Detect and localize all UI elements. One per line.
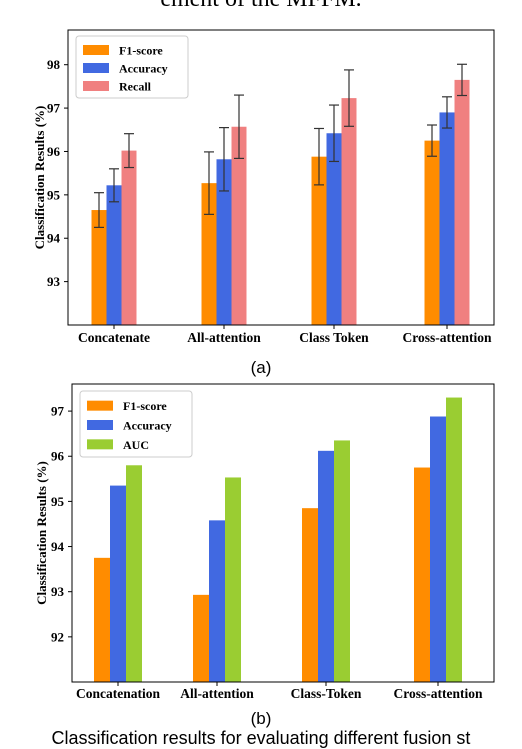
chart-a: Concatenate All-attention Class Token Cross…: [32, 29, 495, 377]
bar-recall-cross-attention: [454, 79, 470, 325]
bar-recall-class-token: [341, 98, 357, 325]
x-tick-label-all-attention: All-attention: [180, 686, 254, 701]
bar-accuracy-all-attention: [216, 159, 232, 325]
bar-f1-score-class-token: [302, 508, 318, 682]
bar-f1-score-class-token: [311, 156, 327, 325]
legend-label-accuracy: Accuracy: [123, 419, 172, 433]
bar-recall-concatenate: [121, 150, 137, 325]
y-tick-label-95: 95: [47, 187, 61, 202]
bottom-caption-fragment: Classification results for evaluating di…: [51, 728, 471, 748]
legend-label-auc: AUC: [123, 438, 149, 452]
top-caption-fragment: ement of the MFFM.: [0, 0, 522, 13]
bar-accuracy-all-attention: [209, 520, 225, 682]
y-tick-label-96: 96: [51, 449, 65, 464]
legend-label-f1-score: F1-score: [119, 44, 163, 58]
plot-frame: [67, 29, 495, 326]
bar-accuracy-cross-attention: [439, 112, 455, 325]
bar-recall-all-attention: [231, 126, 247, 325]
legend-swatch-auc: [87, 439, 113, 450]
x-tick-label-class-token: Class-Token: [291, 686, 362, 701]
plot-frame: [71, 383, 495, 683]
subcaption-0: (a): [251, 358, 272, 377]
y-tick-label-98: 98: [47, 57, 61, 72]
y-axis-title: Classification Results (%): [32, 106, 47, 250]
x-tick-label-cross-attention: Cross-attention: [403, 330, 492, 345]
bar-accuracy-class-token: [318, 450, 334, 682]
bar-auc-class-token: [334, 440, 350, 682]
legend-swatch-recall: [83, 81, 109, 91]
legend-label-f1-score: F1-score: [123, 399, 167, 413]
y-tick-label-93: 93: [47, 274, 61, 289]
y-tick-label-95: 95: [51, 494, 65, 509]
legend-swatch-f1-score: [87, 400, 113, 411]
y-tick-label-93: 93: [51, 584, 65, 599]
bar-f1-score-all-attention: [201, 183, 217, 325]
x-tick-label-class-token: Class Token: [299, 330, 369, 345]
y-tick-label-97: 97: [47, 101, 61, 116]
bar-f1-score-concatenate: [91, 210, 107, 325]
legend-swatch-accuracy: [83, 63, 109, 73]
y-tick-label-94: 94: [47, 231, 61, 246]
bar-f1-score-cross-attention: [424, 140, 440, 325]
legend: F1-score Accuracy AUC: [79, 390, 193, 458]
legend-swatch-f1-score: [83, 45, 109, 55]
y-tick-label-92: 92: [51, 629, 64, 644]
bar-accuracy-cross-attention: [430, 416, 446, 682]
legend-label-recall: Recall: [119, 80, 152, 94]
x-tick-label-cross-attention: Cross-attention: [394, 686, 483, 701]
y-tick-label-96: 96: [47, 144, 61, 159]
legend: F1-score Accuracy Recall: [75, 35, 189, 99]
x-tick-label-all-attention: All-attention: [187, 330, 261, 345]
bar-accuracy-class-token: [326, 133, 342, 325]
legend-label-accuracy: Accuracy: [119, 62, 168, 76]
bar-accuracy-concatenate: [106, 185, 122, 325]
x-tick-label-concatenate: Concatenate: [78, 330, 150, 345]
subcaption-1: (b): [251, 709, 272, 728]
bar-f1-score-concatenation: [94, 557, 110, 682]
bar-f1-score-all-attention: [193, 594, 209, 682]
bar-f1-score-cross-attention: [414, 467, 430, 682]
x-tick-label-concatenation: Concatenation: [76, 686, 160, 701]
bar-auc-all-attention: [225, 477, 241, 682]
legend-swatch-accuracy: [87, 420, 113, 430]
bar-auc-concatenation: [126, 465, 142, 682]
bar-accuracy-concatenation: [110, 485, 126, 682]
bar-auc-cross-attention: [446, 397, 462, 682]
chart-b: Concatenation All-attention Class-Token Cro…: [34, 383, 495, 728]
y-tick-label-97: 97: [51, 404, 65, 419]
y-tick-label-94: 94: [51, 539, 65, 554]
y-axis-title: Classification Results (%): [34, 461, 49, 605]
